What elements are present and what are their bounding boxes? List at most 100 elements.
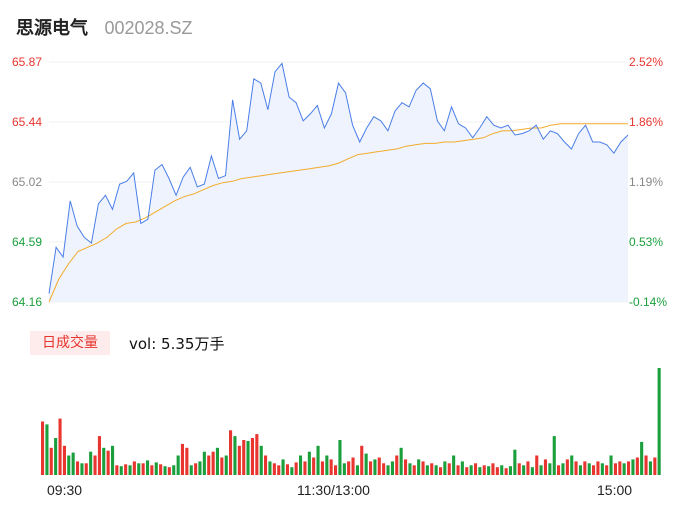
volume-bar: [146, 460, 150, 475]
volume-bar: [334, 465, 338, 475]
price-point: [365, 126, 369, 130]
volume-bar: [163, 466, 167, 475]
volume-bar: [570, 455, 574, 475]
price-point: [238, 137, 242, 141]
volume-bar: [307, 451, 311, 475]
price-point: [393, 109, 397, 113]
volume-bar: [364, 453, 368, 475]
volume-bar: [469, 465, 473, 475]
price-point: [252, 77, 256, 81]
volume-bar: [128, 465, 132, 475]
price-point: [61, 255, 65, 259]
price-point: [619, 140, 623, 144]
volume-bar: [613, 463, 617, 475]
price-point: [471, 136, 475, 140]
volume-bar: [583, 461, 587, 475]
price-point: [351, 123, 355, 127]
volume-bar: [62, 445, 66, 475]
price-point: [146, 217, 150, 221]
volume-bar: [443, 461, 447, 475]
price-point: [605, 143, 609, 147]
volume-badge[interactable]: 日成交量: [30, 331, 110, 355]
volume-bar: [592, 465, 596, 475]
price-point: [414, 88, 418, 92]
price-line: [48, 62, 629, 294]
volume-bar: [137, 463, 141, 475]
stock-name: 思源电气: [16, 18, 88, 39]
volume-bar: [41, 421, 45, 475]
volume-bar: [640, 441, 644, 475]
volume-bar: [382, 463, 386, 475]
price-point: [344, 91, 348, 95]
price-point: [259, 81, 263, 85]
volume-bar: [434, 465, 438, 475]
volume-bar: [517, 463, 521, 475]
price-point: [591, 140, 595, 144]
volume-bar: [373, 459, 377, 475]
volume-bar: [355, 465, 359, 475]
volume-readout: vol: 5.35万手: [129, 335, 225, 353]
volume-bar: [58, 418, 62, 475]
price-point: [563, 140, 567, 144]
volume-bar: [141, 463, 145, 475]
volume-bar: [522, 465, 526, 475]
price-point: [104, 193, 108, 197]
volume-bar: [198, 461, 202, 475]
volume-bar: [285, 464, 289, 475]
volume-bar: [552, 436, 556, 475]
price-point: [329, 112, 333, 116]
volume-bar: [246, 441, 250, 475]
volume-bar: [548, 463, 552, 475]
price-point: [195, 185, 199, 189]
volume-bar: [600, 463, 604, 475]
price-point: [485, 115, 489, 119]
volume-bar: [347, 461, 351, 475]
volume-bar: [456, 465, 460, 475]
volume-bar: [491, 463, 495, 475]
stock-header: 思源电气 002028.SZ: [16, 14, 193, 39]
price-point: [217, 177, 221, 181]
volume-bar: [543, 459, 547, 475]
volume-bar: [45, 424, 49, 475]
price-point: [68, 199, 72, 203]
price-point: [181, 175, 185, 179]
price-point: [570, 147, 574, 151]
price-point: [287, 95, 291, 99]
volume-bar: [465, 467, 469, 475]
left-axis-tick-3: 65.02: [12, 175, 43, 189]
price-point: [245, 129, 249, 133]
price-point: [82, 235, 86, 239]
volume-bar: [102, 447, 106, 475]
price-point: [598, 140, 602, 144]
price-point: [541, 137, 545, 141]
price-point: [435, 119, 439, 123]
volume-bar: [399, 447, 403, 475]
volume-bar: [500, 465, 504, 475]
price-point: [47, 292, 51, 296]
volume-bar: [338, 440, 342, 475]
volume-bar: [71, 452, 75, 475]
price-point: [89, 241, 93, 245]
volume-bar: [124, 464, 128, 475]
volume-bar: [194, 463, 198, 475]
volume-bar: [167, 467, 171, 475]
right-axis-tick-3: 1.19%: [629, 175, 664, 189]
price-point: [139, 221, 143, 225]
volume-bar: [478, 467, 482, 475]
volume-bar: [115, 465, 119, 475]
price-point: [577, 132, 581, 136]
volume-bar: [404, 459, 408, 475]
volume-bar: [211, 451, 215, 475]
volume-bar: [386, 465, 390, 475]
price-point: [386, 129, 390, 133]
volume-bar: [369, 461, 373, 475]
volume-bar: [561, 463, 565, 475]
price-point: [407, 105, 411, 109]
time-tick-midday: 11:30/13:00: [297, 482, 370, 498]
volume-bar: [259, 445, 263, 475]
volume-bar: [605, 465, 609, 475]
price-point: [125, 179, 129, 183]
volume-bar: [474, 463, 478, 475]
volume-bar: [180, 443, 184, 475]
